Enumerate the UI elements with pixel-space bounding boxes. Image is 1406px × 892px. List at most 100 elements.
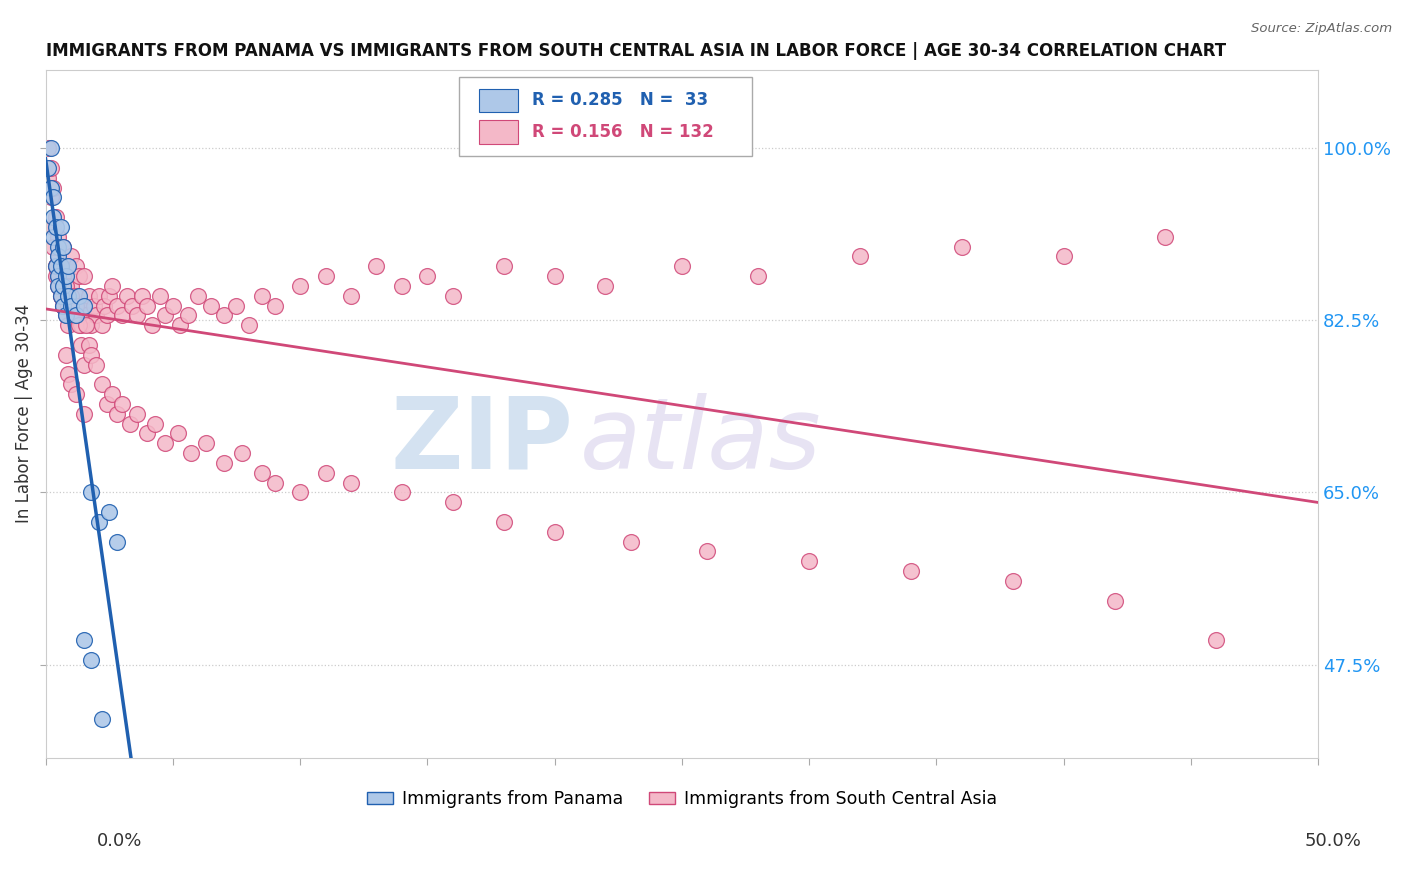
Point <box>39 141 62 155</box>
Legend: Immigrants from Panama, Immigrants from South Central Asia: Immigrants from Panama, Immigrants from … <box>360 783 1004 814</box>
Point <box>59 299 82 313</box>
Point <box>73 269 96 284</box>
Point <box>58 289 80 303</box>
Point <box>1052 250 1074 264</box>
Point <box>620 534 643 549</box>
Point <box>73 407 96 421</box>
Point <box>52 299 75 313</box>
Point <box>315 269 337 284</box>
Point <box>77 338 100 352</box>
Point <box>492 515 515 529</box>
Point <box>340 475 363 490</box>
Point <box>52 279 75 293</box>
Point <box>73 358 96 372</box>
Point <box>58 260 80 274</box>
Point <box>1205 632 1227 647</box>
Point <box>98 289 121 303</box>
Point <box>45 210 67 224</box>
Point <box>111 309 134 323</box>
Point <box>288 485 311 500</box>
Point <box>416 269 439 284</box>
Point <box>93 299 115 313</box>
Point <box>492 260 515 274</box>
Point <box>80 318 103 333</box>
Point <box>80 348 103 362</box>
Point <box>73 632 96 647</box>
Point <box>696 544 718 558</box>
Point <box>180 446 202 460</box>
Point <box>80 653 103 667</box>
Point <box>127 407 149 421</box>
Point <box>212 456 235 470</box>
Point <box>58 299 80 313</box>
Point <box>1154 229 1177 244</box>
Point <box>46 250 69 264</box>
Point <box>105 407 128 421</box>
Point <box>131 289 153 303</box>
Point <box>49 289 72 303</box>
Point <box>127 309 149 323</box>
Point <box>1104 593 1126 607</box>
Point <box>288 279 311 293</box>
Point <box>46 229 69 244</box>
Point <box>59 289 82 303</box>
Point <box>391 279 413 293</box>
Point <box>366 260 388 274</box>
Point <box>194 436 217 450</box>
Point <box>46 279 69 293</box>
Text: atlas: atlas <box>581 392 821 490</box>
Point <box>849 250 872 264</box>
FancyBboxPatch shape <box>479 120 517 144</box>
Point <box>391 485 413 500</box>
Point <box>55 309 77 323</box>
Point <box>187 289 209 303</box>
Point <box>90 318 112 333</box>
Point <box>49 260 72 274</box>
Point <box>100 279 122 293</box>
Point <box>59 377 82 392</box>
Point <box>59 299 82 313</box>
Point <box>46 269 69 284</box>
Point <box>65 260 87 274</box>
Point <box>80 485 103 500</box>
Point <box>37 161 59 175</box>
Point <box>118 417 141 431</box>
Point <box>55 279 77 293</box>
Point <box>105 299 128 313</box>
Point <box>263 299 285 313</box>
Point <box>169 318 191 333</box>
Point <box>52 299 75 313</box>
Text: Source: ZipAtlas.com: Source: ZipAtlas.com <box>1251 22 1392 36</box>
Point <box>100 387 122 401</box>
Point <box>105 534 128 549</box>
Point <box>225 299 247 313</box>
Point <box>45 260 67 274</box>
Point <box>86 358 108 372</box>
Point <box>75 318 97 333</box>
Point <box>153 309 176 323</box>
Y-axis label: In Labor Force | Age 30-34: In Labor Force | Age 30-34 <box>15 304 32 524</box>
Text: IMMIGRANTS FROM PANAMA VS IMMIGRANTS FROM SOUTH CENTRAL ASIA IN LABOR FORCE | AG: IMMIGRANTS FROM PANAMA VS IMMIGRANTS FRO… <box>45 42 1226 60</box>
Point <box>111 397 134 411</box>
Point <box>37 141 59 155</box>
Point <box>250 289 273 303</box>
Point <box>1001 574 1024 588</box>
Point <box>153 436 176 450</box>
Point <box>70 318 93 333</box>
Point <box>49 289 72 303</box>
Point <box>55 279 77 293</box>
Point <box>900 564 922 578</box>
Point <box>42 219 65 234</box>
Point <box>62 309 84 323</box>
Point <box>73 299 96 313</box>
Point <box>46 240 69 254</box>
Point <box>149 289 172 303</box>
Point <box>67 269 90 284</box>
Point <box>162 299 184 313</box>
Text: R = 0.285   N =  33: R = 0.285 N = 33 <box>531 91 707 109</box>
Point <box>42 229 65 244</box>
Point <box>46 269 69 284</box>
Point <box>67 289 90 303</box>
Text: R = 0.156   N = 132: R = 0.156 N = 132 <box>531 123 713 141</box>
Point <box>58 318 80 333</box>
